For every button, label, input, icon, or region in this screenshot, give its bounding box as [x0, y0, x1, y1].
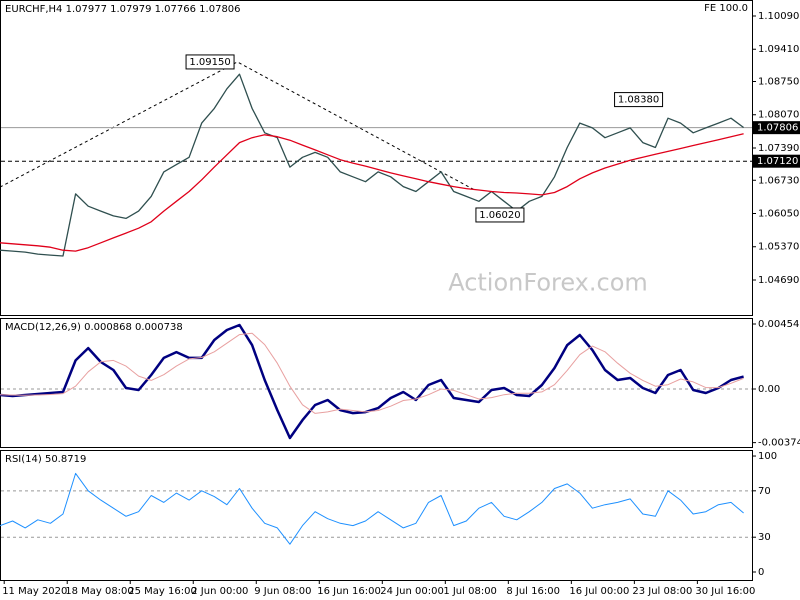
annotation-label: 1.06020 — [479, 210, 520, 221]
y-tick-label: 1.05370 — [758, 242, 799, 253]
x-tick-label: 1 Jul 08:00 — [443, 586, 497, 597]
x-tick-label: 24 Jun 00:00 — [380, 586, 444, 597]
chart-subtitle: FE 100.0 — [704, 3, 748, 14]
annotation-label: 1.08380 — [618, 95, 659, 106]
x-tick-label: 23 Jul 08:00 — [632, 586, 692, 597]
x-tick-label: 11 May 2020 — [2, 586, 67, 597]
x-tick-label: 2 Jun 00:00 — [191, 586, 248, 597]
y-tick-label: 0.00 — [758, 384, 780, 395]
x-tick-label: 30 Jul 16:00 — [695, 586, 755, 597]
annotation-box — [475, 207, 525, 223]
x-tick-label: 18 May 08:00 — [65, 586, 134, 597]
y-tick-label: 1.08070 — [758, 110, 799, 121]
x-tick-label: 9 Jun 08:00 — [254, 586, 311, 597]
y-tick-label: 30 — [758, 532, 771, 543]
x-tick-label: 8 Jul 16:00 — [506, 586, 560, 597]
chart-title: EURCHF,H4 1.07977 1.07979 1.07766 1.0780… — [5, 4, 241, 15]
y-tick-label: 1.09410 — [758, 44, 799, 55]
y-tick-label: -0.003745 — [758, 438, 800, 449]
series-line — [0, 472, 744, 545]
price-label: 1.07120 — [757, 156, 798, 167]
series-line — [0, 323, 744, 440]
y-tick-label: 1.06730 — [758, 175, 799, 186]
x-tick-label: 25 May 16:00 — [128, 586, 197, 597]
series-line — [0, 133, 744, 252]
price-label: 1.07806 — [757, 123, 798, 134]
panel — [0, 318, 753, 448]
y-tick-label: 1.10090 — [758, 11, 799, 22]
x-tick-label: 16 Jul 00:00 — [569, 586, 629, 597]
panel-label: RSI(14) 50.8719 — [5, 454, 86, 465]
price-label-box — [753, 154, 800, 168]
watermark: ActionForex.com — [448, 269, 648, 297]
y-tick-label: 70 — [758, 486, 771, 497]
y-tick-label: 1.08750 — [758, 77, 799, 88]
y-tick-label: 0.00454 — [758, 319, 799, 330]
price-label-box — [753, 121, 800, 135]
panel — [0, 0, 753, 316]
annotation-box — [614, 92, 664, 108]
annotation-label: 1.09150 — [189, 57, 230, 68]
panel — [0, 450, 753, 581]
x-tick-label: 16 Jun 16:00 — [317, 586, 381, 597]
y-tick-label: 1.06050 — [758, 209, 799, 220]
y-tick-label: 0 — [758, 567, 764, 578]
y-tick-label: 100 — [758, 451, 777, 462]
panel-label: MACD(12,26,9) 0.000868 0.000738 — [5, 322, 183, 333]
y-tick-label: 1.07390 — [758, 143, 799, 154]
y-tick-label: 1.04690 — [758, 275, 799, 286]
series-line — [0, 73, 744, 257]
series-line — [0, 332, 744, 414]
annotation-box — [185, 54, 235, 70]
